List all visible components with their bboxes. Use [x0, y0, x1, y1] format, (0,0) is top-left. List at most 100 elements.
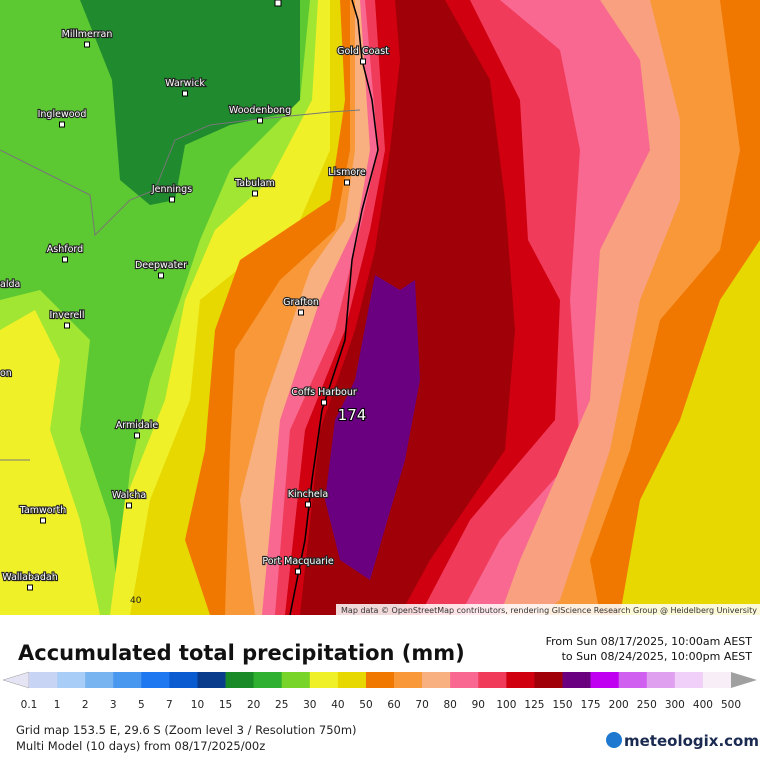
legend-label: 300 [665, 699, 685, 711]
contour-label: 40 [130, 596, 142, 606]
legend-label: 1 [54, 699, 61, 711]
town-marker [321, 399, 327, 406]
legend-label: 70 [415, 699, 428, 711]
legend-swatch [85, 672, 114, 688]
edge-label: alda [0, 279, 20, 290]
legend-swatch [281, 672, 311, 688]
town-marker [59, 121, 65, 128]
town-label: Coffs Harbour [291, 387, 357, 398]
town-marker [64, 322, 70, 329]
town-marker [126, 502, 132, 509]
legend-label: 3 [110, 699, 117, 711]
town-label: Inverell [49, 310, 84, 321]
legend-label: 500 [721, 699, 741, 711]
town-label: Lismore [328, 167, 366, 178]
legend-label: 2 [82, 699, 89, 711]
town-label: Ashford [47, 244, 83, 255]
town-label: Armidale [116, 420, 159, 431]
town-marker [84, 41, 90, 48]
town-label: Tabulam [234, 178, 275, 189]
town-marker [295, 568, 301, 575]
town-marker [134, 432, 140, 439]
legend-swatch [113, 672, 142, 688]
legend-swatch [57, 672, 86, 688]
legend-label: 50 [359, 699, 372, 711]
town-label: Millmerran [62, 29, 113, 40]
town-label: Tamworth [19, 505, 67, 516]
legend-label: 5 [138, 699, 145, 711]
town-marker [169, 196, 175, 203]
map: Millmerran Warwick Inglewood Woodenbong Gold… [0, 0, 760, 616]
legend-swatch [169, 672, 198, 688]
legend-swatch [337, 672, 367, 688]
legend-label: 125 [524, 699, 544, 711]
legend-swatch [674, 672, 704, 688]
legend-label: 400 [693, 699, 713, 711]
legend-swatch [141, 672, 170, 688]
town-marker [182, 90, 188, 97]
legend-label: 200 [609, 699, 629, 711]
town-label: Kinchela [288, 489, 328, 500]
legend-swatch [225, 672, 254, 688]
town-marker [298, 309, 304, 316]
legend-arrow [2, 671, 30, 689]
brand: meteologix.com [624, 732, 759, 750]
legend-swatch [253, 672, 283, 688]
legend-label: 0.1 [21, 699, 38, 711]
town-label: Gold Coast [337, 46, 389, 57]
legend-arrow [731, 672, 757, 688]
town-label: Wallabadah [2, 572, 57, 583]
legend-swatch [534, 672, 563, 688]
legend-label: 20 [247, 699, 260, 711]
legend-label: 25 [275, 699, 288, 711]
legend-label: 90 [472, 699, 485, 711]
legend-swatch [478, 672, 507, 688]
town-label: Warwick [165, 78, 205, 89]
edge-label: on [0, 368, 12, 379]
town-marker [252, 190, 258, 197]
town-marker [27, 584, 33, 591]
legend-swatch [29, 672, 58, 688]
legend-swatch [365, 672, 395, 688]
town-marker [305, 501, 311, 508]
town-marker [40, 517, 46, 524]
legend-swatch [590, 672, 619, 688]
legend-label: 150 [552, 699, 572, 711]
legend-swatch [422, 672, 451, 688]
town-label: Grafton [283, 297, 319, 308]
legend: 0.1 1 2 3 5 7 10 15 20 25 30 40 50 60 70 80 90 100 125 150 1… [2, 671, 757, 711]
legend-swatch [618, 672, 648, 688]
legend-swatch [197, 672, 226, 688]
legend-label: 30 [303, 699, 316, 711]
title: Accumulated total precipitation (mm) [18, 641, 465, 665]
town-label: Walcha [112, 490, 146, 501]
legend-label: 15 [219, 699, 232, 711]
legend-label: 60 [387, 699, 400, 711]
legend-swatch [450, 672, 479, 688]
legend-label: 250 [637, 699, 657, 711]
town-marker [344, 179, 350, 186]
legend-label: 175 [581, 699, 601, 711]
town-label: Jennings [151, 184, 192, 195]
attribution: Map data © OpenStreetMap contributors, r… [341, 606, 757, 615]
legend-label: 10 [191, 699, 204, 711]
town-marker [360, 58, 366, 65]
legend-label: 80 [444, 699, 457, 711]
legend-label: 7 [166, 699, 173, 711]
legend-label: 40 [331, 699, 344, 711]
legend-swatch [646, 672, 676, 688]
logo-icon [606, 732, 622, 748]
town-marker [257, 117, 263, 124]
info-line: Multi Model (10 days) from 08/17/2025/00… [16, 739, 265, 753]
town-marker [158, 272, 164, 279]
period-from: From Sun 08/17/2025, 10:00am AEST [546, 635, 753, 648]
period-to: to Sun 08/24/2025, 10:00pm AEST [562, 650, 753, 663]
town-label: Port Macquarie [262, 556, 334, 567]
town-label: Inglewood [38, 109, 87, 120]
legend-swatch [309, 672, 339, 688]
legend-swatch [702, 672, 732, 688]
peak-label: 174 [338, 406, 367, 424]
legend-label: 100 [496, 699, 516, 711]
legend-swatch [562, 672, 591, 688]
